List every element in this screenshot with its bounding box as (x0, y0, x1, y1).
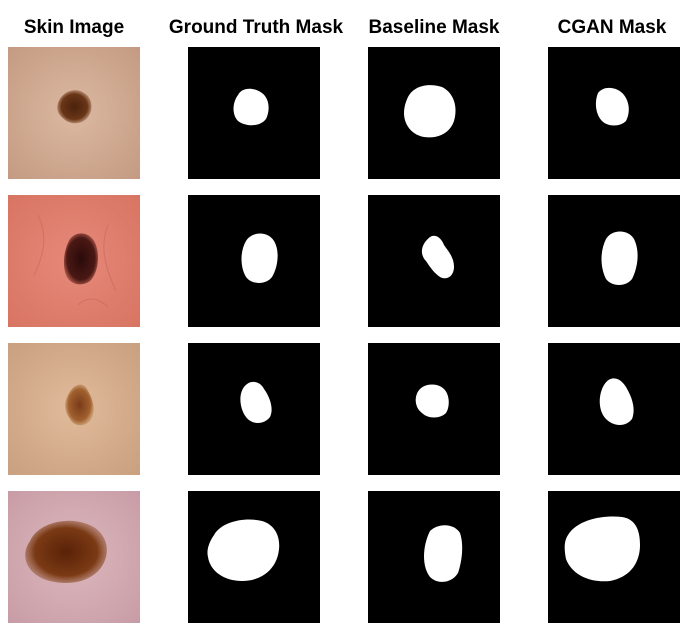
skin-image-tile (8, 47, 140, 179)
baseline-mask (368, 47, 500, 179)
cgan-mask-tile (548, 47, 680, 179)
skin-image (8, 47, 140, 179)
cgan-mask (548, 47, 680, 179)
ground-truth-mask-tile (188, 195, 320, 327)
column-title-skin-image: Skin Image (23, 17, 125, 38)
baseline-mask (368, 343, 500, 475)
skin-image-tile (8, 343, 140, 475)
column-title-cgan-mask: CGAN Mask (557, 17, 667, 38)
baseline-mask-tile (368, 343, 500, 475)
baseline-mask (368, 491, 500, 623)
skin-image (8, 343, 140, 475)
cgan-mask (548, 491, 680, 623)
ground-truth-mask (188, 47, 320, 179)
ground-truth-mask-tile (188, 343, 320, 475)
baseline-mask-tile (368, 491, 500, 623)
ground-truth-mask-tile (188, 47, 320, 179)
skin-image (8, 195, 140, 327)
column-title-baseline-mask: Baseline Mask (368, 17, 500, 38)
skin-image (8, 491, 140, 623)
cgan-mask (548, 195, 680, 327)
baseline-mask-tile (368, 195, 500, 327)
skin-image-tile (8, 491, 140, 623)
cgan-mask (548, 343, 680, 475)
cgan-mask-tile (548, 195, 680, 327)
ground-truth-mask-tile (188, 491, 320, 623)
column-title-ground-truth-mask: Ground Truth Mask (168, 17, 344, 38)
ground-truth-mask (188, 491, 320, 623)
ground-truth-mask (188, 195, 320, 327)
skin-image-tile (8, 195, 140, 327)
cgan-mask-tile (548, 491, 680, 623)
ground-truth-mask (188, 343, 320, 475)
baseline-mask-tile (368, 47, 500, 179)
cgan-mask-tile (548, 343, 680, 475)
baseline-mask (368, 195, 500, 327)
